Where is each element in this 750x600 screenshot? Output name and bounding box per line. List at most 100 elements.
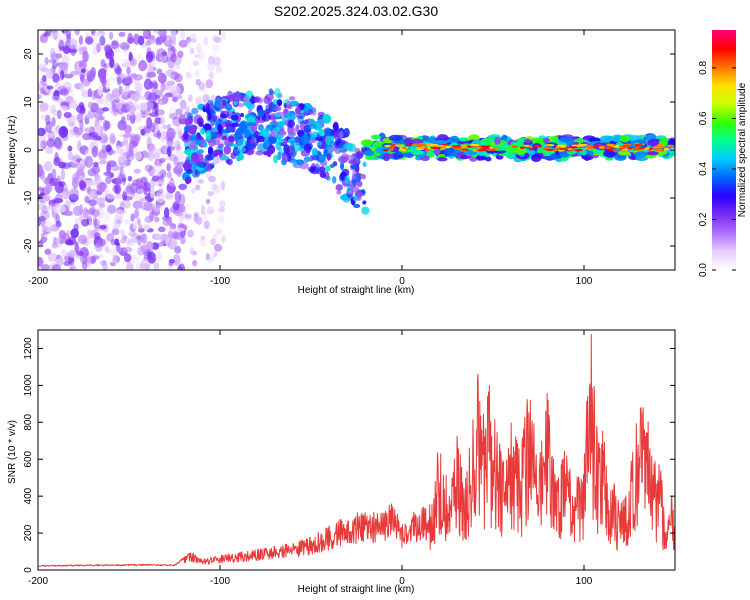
heatmap-cell — [44, 184, 53, 193]
heatmap-cell — [212, 114, 218, 123]
snr-series-line — [38, 333, 675, 567]
colorbar-ticks: 0.0 0.2 0.4 0.6 0.8 — [698, 61, 736, 277]
heatmap-cell — [336, 190, 342, 195]
y-tick-label: 0 — [23, 567, 34, 573]
heatmap-cell — [65, 30, 72, 40]
heatmap-cell — [87, 88, 93, 98]
heatmap-cell — [52, 130, 60, 135]
heatmap-cell — [62, 45, 71, 55]
colorbar-tick-label: 0.0 — [698, 263, 709, 277]
heatmap-cell — [60, 105, 69, 110]
heatmap-cell — [144, 152, 152, 159]
heatmap-cell — [225, 103, 233, 111]
spectrogram-x-ticks: -200 -100 0 100 — [28, 30, 593, 287]
heatmap-cell — [196, 180, 202, 185]
heatmap-cell — [62, 232, 70, 241]
heatmap-cell — [277, 151, 282, 161]
heatmap-cell — [155, 251, 163, 262]
heatmap-cell — [94, 174, 102, 186]
heatmap-cell — [114, 97, 121, 103]
heatmap-cell — [189, 141, 197, 150]
heatmap-cell — [154, 216, 160, 223]
heatmap-cell — [174, 190, 182, 203]
heatmap-cell — [114, 238, 120, 246]
heatmap-cell — [176, 94, 184, 106]
heatmap-cell — [40, 140, 47, 150]
heatmap-cell — [44, 248, 52, 255]
heatmap-cell — [174, 245, 182, 254]
heatmap-cell — [667, 138, 675, 147]
heatmap-cell — [110, 238, 116, 246]
heatmap-cell — [513, 147, 527, 155]
heatmap-cell — [191, 107, 199, 115]
heatmap-cell — [79, 158, 88, 168]
heatmap-cell — [340, 194, 350, 201]
heatmap-cell — [45, 146, 54, 155]
heatmap-cell — [97, 116, 105, 121]
heatmap-cell — [59, 62, 69, 71]
x-tick-label: 100 — [576, 576, 593, 587]
heatmap-cell — [264, 140, 270, 149]
heatmap-cell — [49, 104, 57, 114]
heatmap-cell — [52, 60, 58, 70]
heatmap-cell — [221, 31, 226, 40]
heatmap-cell — [654, 148, 664, 152]
heatmap-cell — [64, 210, 73, 217]
heatmap-cell — [81, 238, 91, 247]
heatmap-cell — [165, 53, 171, 65]
heatmap-cell — [144, 236, 150, 242]
y-tick-label: 10 — [23, 96, 34, 108]
heatmap-cell — [177, 169, 182, 178]
heatmap-cell — [555, 146, 560, 149]
heatmap-cell — [146, 241, 154, 250]
heatmap-cell — [89, 206, 96, 215]
heatmap-cell — [214, 36, 222, 43]
heatmap-cell — [38, 186, 45, 192]
heatmap-cell — [141, 233, 148, 245]
heatmap-cell — [332, 121, 339, 132]
heatmap-cell — [122, 44, 130, 52]
heatmap-cell — [171, 96, 178, 103]
heatmap-cell — [152, 207, 163, 213]
heatmap-cell — [71, 177, 79, 189]
heatmap-cell — [206, 254, 215, 264]
heatmap-cell — [220, 235, 226, 244]
heatmap-cell — [92, 135, 102, 141]
heatmap-cell — [425, 148, 430, 152]
heatmap-cell — [169, 40, 177, 47]
heatmap-cell — [150, 36, 156, 45]
heatmap-cell — [332, 175, 337, 184]
colorbar-tick-label: 0.2 — [698, 212, 709, 226]
heatmap-cell — [180, 99, 187, 110]
heatmap-cell — [193, 214, 199, 222]
heatmap-cell — [187, 229, 194, 238]
heatmap-cell — [206, 198, 211, 204]
heatmap-cell — [146, 71, 157, 78]
heatmap-cell — [106, 163, 112, 175]
heatmap-cell — [116, 102, 125, 115]
heatmap-cell — [586, 144, 594, 148]
heatmap-cell — [335, 184, 343, 191]
colorbar-label: Normalized spectral amplitude — [737, 82, 748, 217]
heatmap-cell — [188, 124, 197, 135]
y-tick-label: 1200 — [23, 337, 34, 360]
heatmap-cell — [154, 148, 164, 154]
snr-x-ticks: -200 -100 0 100 — [28, 330, 593, 587]
heatmap-cell — [213, 149, 224, 155]
heatmap-cell — [55, 193, 63, 204]
heatmap-cell — [123, 187, 132, 197]
heatmap-cell — [504, 150, 516, 159]
heatmap-cell — [266, 148, 272, 158]
heatmap-cell — [176, 161, 184, 169]
heatmap-cell — [351, 164, 358, 170]
heatmap-cell — [249, 137, 256, 145]
heatmap-cell — [140, 257, 149, 269]
heatmap-cell — [220, 155, 230, 161]
heatmap-cell — [115, 100, 123, 110]
heatmap-cell — [205, 199, 210, 205]
heatmap-cell — [146, 117, 153, 129]
heatmap-cell — [119, 59, 126, 64]
heatmap-cell — [172, 116, 182, 127]
heatmap-cell — [294, 159, 305, 166]
heatmap-cell — [109, 31, 114, 40]
